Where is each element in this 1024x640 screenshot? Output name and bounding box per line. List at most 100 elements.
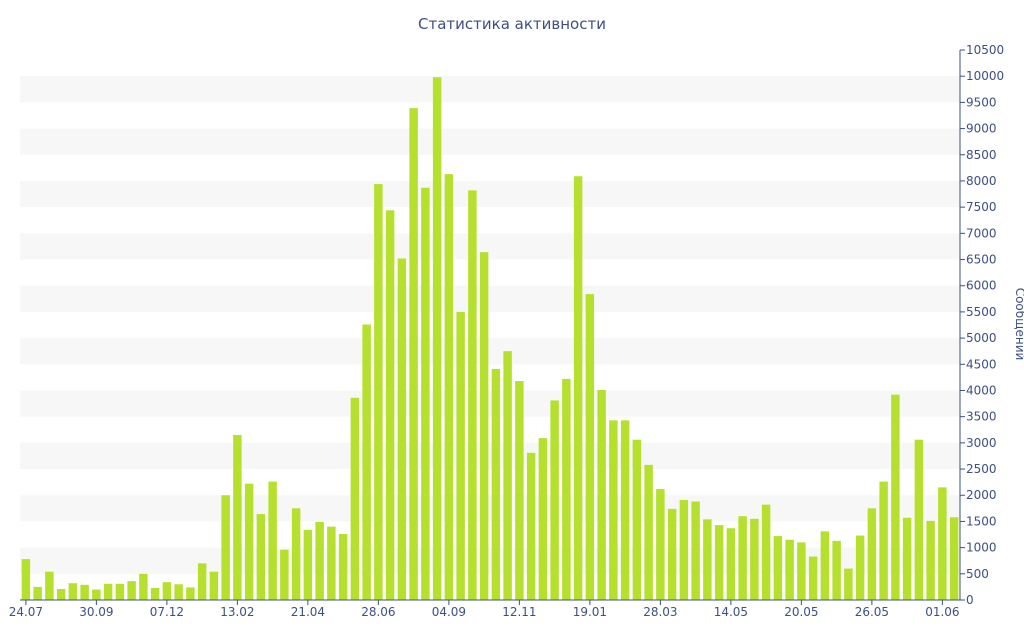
x-tick-label: 13.02: [220, 605, 254, 619]
bar: [150, 587, 160, 600]
grid-band: [20, 547, 960, 574]
bar: [421, 187, 430, 600]
bar: [303, 529, 313, 600]
bar: [515, 381, 524, 600]
bar: [491, 369, 501, 600]
bar: [691, 501, 700, 600]
bar: [197, 563, 207, 600]
grid-band: [20, 76, 960, 103]
bar: [127, 581, 136, 600]
bar: [256, 514, 266, 600]
y-tick-label: 1500: [966, 514, 997, 528]
y-tick-label: 0: [966, 593, 974, 607]
grid-band: [20, 390, 960, 417]
bar: [902, 517, 912, 600]
bar: [949, 517, 959, 600]
grid-band: [20, 495, 960, 522]
bar: [186, 587, 195, 600]
bar: [938, 487, 947, 600]
y-tick-label: 8500: [966, 148, 997, 162]
bar: [92, 589, 101, 600]
bar: [80, 584, 89, 600]
bar: [703, 519, 712, 600]
bar: [362, 324, 371, 600]
y-tick-label: 7500: [966, 200, 997, 214]
y-axis-title: Сообщений: [1013, 288, 1024, 361]
bar: [926, 520, 935, 600]
grid-band: [20, 338, 960, 365]
bar: [832, 540, 841, 600]
x-tick-label: 26.05: [855, 605, 889, 619]
bar: [327, 526, 336, 600]
grid-band: [20, 128, 960, 155]
bar: [667, 508, 677, 600]
bar: [374, 184, 383, 600]
bar: [632, 439, 642, 600]
y-tick-label: 9000: [966, 122, 997, 136]
x-tick-label: 07.12: [150, 605, 184, 619]
bar: [221, 495, 230, 600]
bar: [644, 464, 653, 600]
bar: [479, 252, 489, 600]
x-tick-label: 30.09: [79, 605, 113, 619]
grid-band: [20, 285, 960, 312]
y-tick-label: 10000: [966, 69, 1004, 83]
bar: [573, 176, 583, 601]
bar: [773, 536, 783, 600]
bar: [844, 568, 853, 600]
bar: [738, 516, 747, 600]
bar: [855, 535, 865, 600]
bar: [714, 525, 724, 600]
bar: [45, 571, 54, 600]
x-tick-label: 01.06: [925, 605, 959, 619]
y-tick-label: 500: [966, 567, 989, 581]
x-tick-label: 24.07: [9, 605, 43, 619]
bar: [162, 582, 172, 600]
bar: [280, 549, 289, 600]
bar-series: [21, 77, 959, 601]
y-axis: 0 500 1000 1500 2000 2500 3000 3500 4000 4500 5000…: [959, 43, 1004, 607]
y-tick-label: 2500: [966, 462, 997, 476]
y-tick-label: 10500: [966, 43, 1004, 57]
y-tick-label: 3500: [966, 410, 997, 424]
bar: [914, 439, 924, 600]
bar: [750, 518, 759, 600]
x-tick-label: 14.05: [714, 605, 748, 619]
x-tick-label: 19.01: [573, 605, 607, 619]
grid-band: [20, 442, 960, 470]
bar: [808, 556, 818, 600]
bar: [233, 435, 242, 600]
bar: [68, 583, 78, 600]
bar: [115, 583, 125, 600]
bar: [785, 539, 794, 600]
bar: [562, 378, 571, 600]
bar: [244, 483, 254, 600]
bar: [468, 190, 477, 600]
grid-band: [20, 180, 960, 208]
y-tick-label: 6500: [966, 253, 997, 267]
y-tick-label: 8000: [966, 174, 997, 188]
y-tick-label: 9500: [966, 95, 997, 109]
x-tick-label: 28.06: [361, 605, 395, 619]
bar: [409, 108, 418, 600]
bar: [761, 504, 771, 600]
bar: [33, 586, 42, 600]
bar: [597, 389, 606, 600]
bar: [797, 542, 806, 600]
y-tick-label: 5000: [966, 331, 997, 345]
bar: [315, 521, 324, 600]
bar: [174, 584, 183, 600]
bar: [867, 508, 877, 600]
y-tick-label: 1000: [966, 541, 997, 555]
grid-bands: [20, 76, 960, 574]
bar: [891, 394, 900, 600]
x-tick-label: 21.04: [291, 605, 325, 619]
y-tick-label: 4000: [966, 383, 997, 397]
y-tick-label: 3000: [966, 436, 997, 450]
bar: [397, 258, 407, 600]
y-tick-label: 2000: [966, 488, 997, 502]
y-tick-label: 4500: [966, 357, 997, 371]
bar: [879, 481, 888, 600]
chart-title: Статистика активности: [418, 15, 606, 33]
